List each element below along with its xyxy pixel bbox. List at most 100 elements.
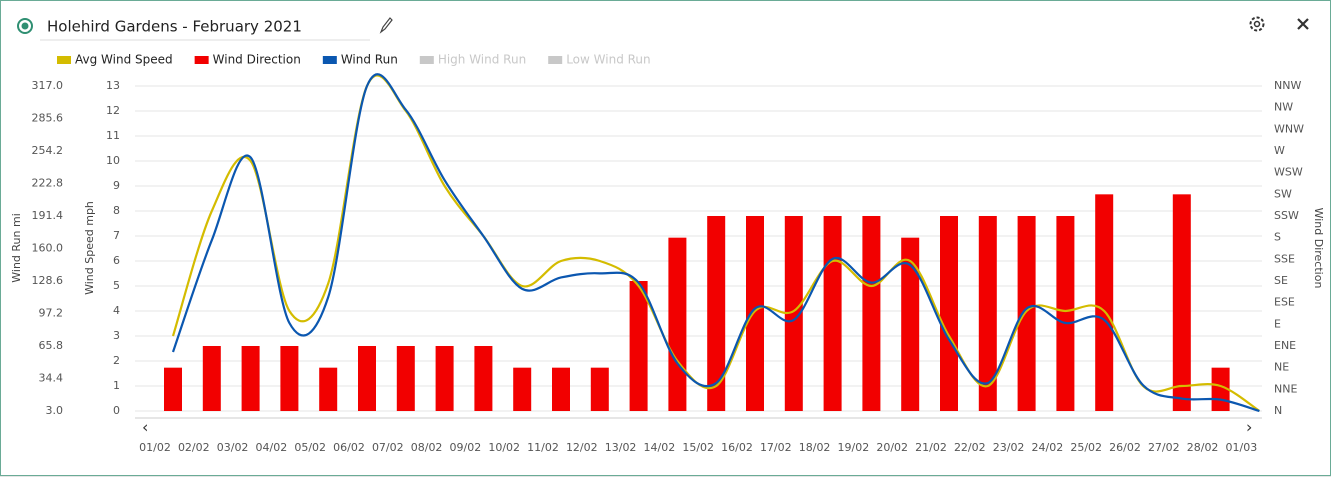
y3-tick-label: N <box>1274 404 1282 417</box>
x-tick-label: 10/02 <box>488 441 520 454</box>
y-tick-label: 10 <box>106 154 120 167</box>
bar <box>590 367 609 411</box>
y3-tick-label: SSE <box>1274 252 1295 265</box>
bar <box>1017 216 1036 411</box>
y2-tick-label: 34.4 <box>39 372 64 385</box>
y3-tick-label: ENE <box>1274 339 1296 352</box>
y2-tick-label: 191.4 <box>32 209 64 222</box>
y-tick-label: 4 <box>113 304 120 317</box>
y3-tick-label: SE <box>1274 274 1288 287</box>
y3-tick-label: WSW <box>1274 166 1303 179</box>
bar <box>1095 194 1114 411</box>
edit-icon[interactable] <box>379 17 393 34</box>
x-tick-label: 18/02 <box>799 441 831 454</box>
bar <box>202 346 221 411</box>
legend-swatch[interactable] <box>322 56 337 64</box>
y3-tick-label: SW <box>1274 187 1292 200</box>
x-tick-label: 23/02 <box>993 441 1025 454</box>
status-icon <box>17 18 33 34</box>
bar <box>319 367 338 411</box>
legend-label[interactable]: Wind Run <box>341 53 398 67</box>
legend-label[interactable]: Avg Wind Speed <box>75 53 173 67</box>
x-tick-label: 20/02 <box>876 441 908 454</box>
y3-tick-label: NNE <box>1274 382 1297 395</box>
x-tick-label: 02/02 <box>178 441 210 454</box>
y2-tick-label: 222.8 <box>32 177 64 190</box>
settings-icon[interactable] <box>1249 16 1265 32</box>
legend-swatch[interactable] <box>548 56 563 64</box>
y-tick-label: 1 <box>113 379 120 392</box>
y3-tick-label: WNW <box>1274 122 1304 135</box>
bar <box>280 346 299 411</box>
bar <box>629 281 648 411</box>
bar <box>474 346 493 411</box>
y-tick-label: 12 <box>106 104 120 117</box>
legend-swatch[interactable] <box>57 56 71 64</box>
close-icon[interactable] <box>1297 18 1309 30</box>
y3-axis-title: Wind Direction <box>1312 208 1325 289</box>
bar <box>435 346 454 411</box>
x-tick-label: 09/02 <box>450 441 482 454</box>
x-tick-label: 16/02 <box>721 441 753 454</box>
y3-tick-label: SSW <box>1274 209 1299 222</box>
y3-tick-label: NE <box>1274 361 1289 374</box>
next-arrow[interactable]: › <box>1246 418 1252 437</box>
chart-title: Holehird Gardens - February 2021 <box>47 18 302 36</box>
x-tick-label: 06/02 <box>333 441 365 454</box>
y-axis-title: Wind Speed mph <box>83 201 96 295</box>
bar <box>164 367 182 411</box>
bar <box>784 216 803 411</box>
x-tick-label: 11/02 <box>527 441 559 454</box>
y-tick-label: 3 <box>113 329 120 342</box>
line <box>171 73 1260 413</box>
y-tick-label: 8 <box>113 204 120 217</box>
bar <box>358 346 376 411</box>
prev-arrow[interactable]: ‹ <box>142 418 148 437</box>
y3-tick-label: W <box>1274 144 1285 157</box>
y-tick-label: 5 <box>113 279 120 292</box>
y2-tick-label: 65.8 <box>39 339 64 352</box>
x-tick-label: 21/02 <box>915 441 947 454</box>
y-tick-label: 0 <box>113 404 120 417</box>
legend-label[interactable]: Low Wind Run <box>566 53 650 67</box>
y2-axis-title: Wind Run mi <box>10 213 23 283</box>
x-tick-label: 17/02 <box>760 441 792 454</box>
y-tick-label: 7 <box>113 229 120 242</box>
bar <box>552 367 570 411</box>
y-tick-label: 9 <box>113 179 120 192</box>
y3-tick-label: E <box>1274 317 1281 330</box>
legend-label[interactable]: High Wind Run <box>438 53 526 67</box>
bar <box>940 216 958 411</box>
y-tick-label: 6 <box>113 254 120 267</box>
x-tick-label: 04/02 <box>256 441 288 454</box>
legend-swatch[interactable] <box>419 56 434 64</box>
x-tick-label: 27/02 <box>1148 441 1180 454</box>
bar <box>1172 194 1191 411</box>
y3-tick-label: NNW <box>1274 79 1301 92</box>
y-tick-label: 11 <box>106 129 120 142</box>
bar <box>901 237 920 411</box>
x-tick-label: 01/02 <box>139 441 171 454</box>
y2-tick-label: 160.0 <box>32 242 64 255</box>
x-tick-label: 05/02 <box>294 441 326 454</box>
legend-label[interactable]: Wind Direction <box>213 53 301 67</box>
y2-tick-label: 285.6 <box>32 112 64 125</box>
bar <box>978 216 997 411</box>
y-tick-label: 13 <box>106 79 120 92</box>
x-tick-label: 25/02 <box>1070 441 1102 454</box>
bar <box>862 216 881 411</box>
x-tick-label: 24/02 <box>1032 441 1064 454</box>
status-dot <box>21 22 29 30</box>
y2-tick-label: 128.6 <box>32 274 64 287</box>
x-tick-label: 14/02 <box>644 441 676 454</box>
bar <box>396 346 415 411</box>
legend-swatch[interactable] <box>194 56 209 64</box>
y2-tick-label: 3.0 <box>46 404 64 417</box>
y2-tick-label: 254.2 <box>32 144 64 157</box>
x-tick-label: 26/02 <box>1109 441 1141 454</box>
y-tick-label: 2 <box>113 354 120 367</box>
x-tick-label: 01/03 <box>1226 441 1258 454</box>
x-tick-label: 19/02 <box>838 441 870 454</box>
